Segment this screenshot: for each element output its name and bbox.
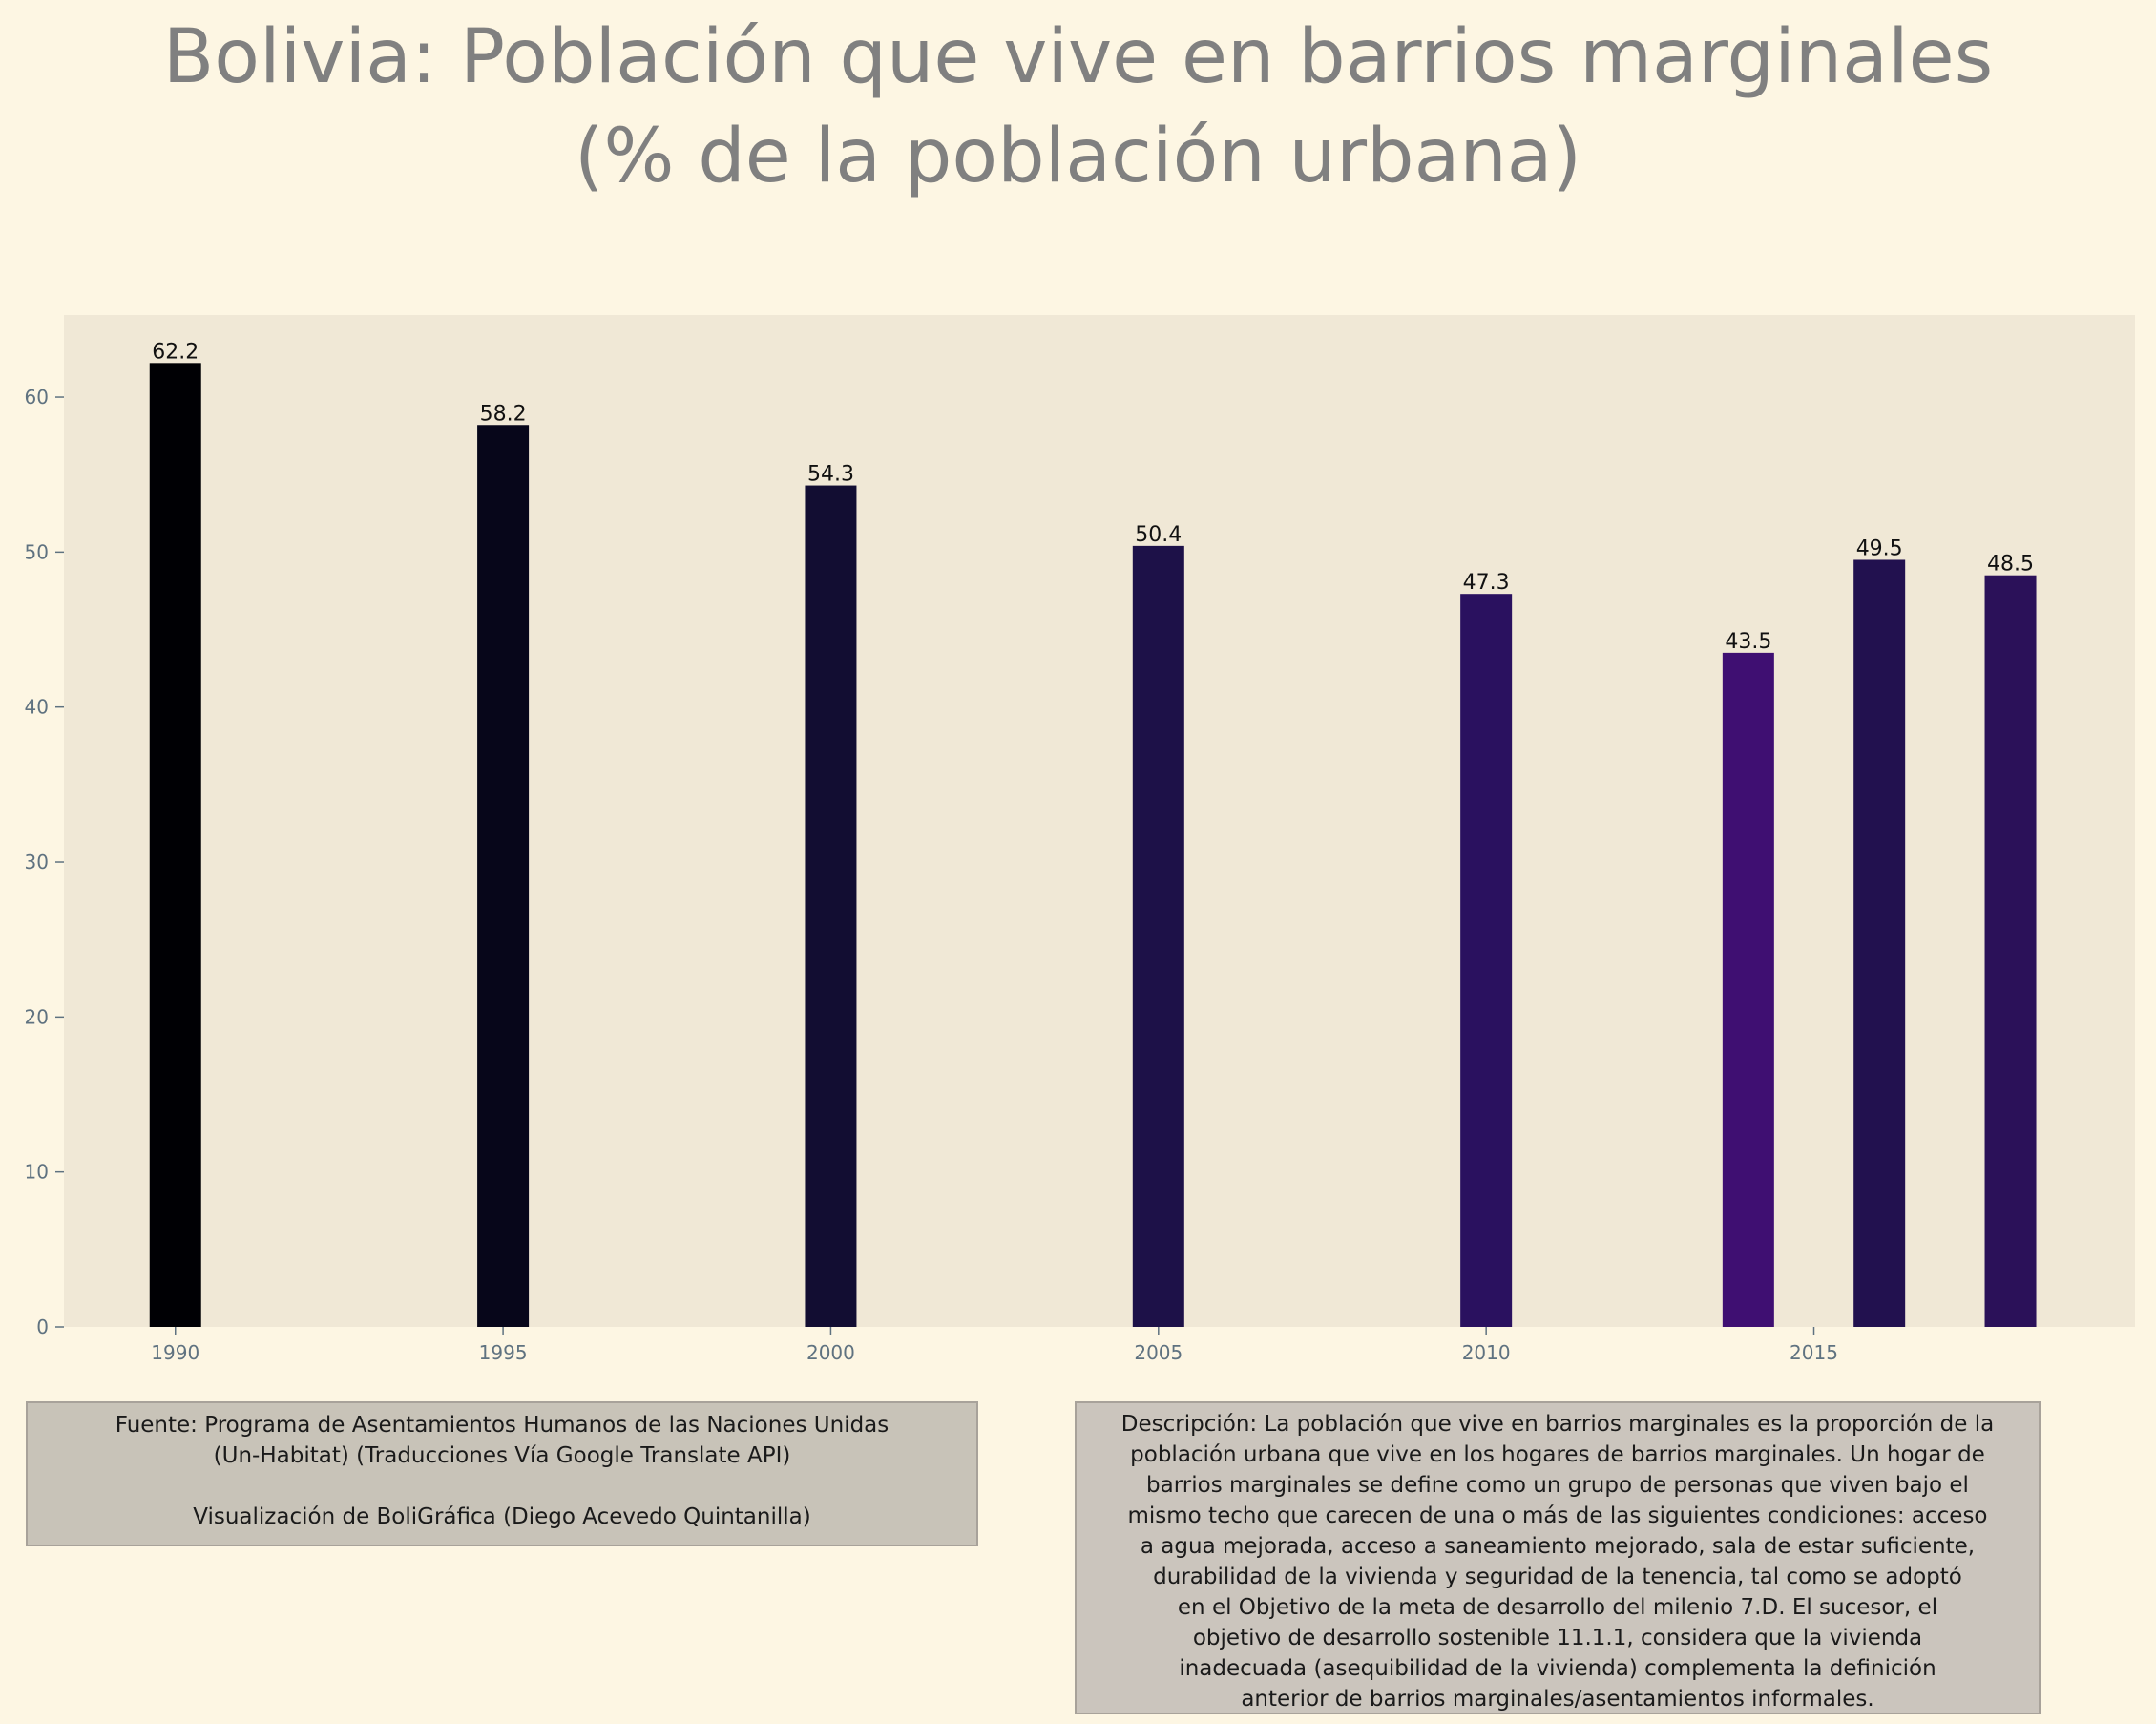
x-tick-label: 2000 <box>806 1341 855 1364</box>
x-tick-label: 1990 <box>151 1341 199 1364</box>
y-tick-label: 50 <box>25 540 49 563</box>
y-tick-label: 40 <box>25 696 49 719</box>
y-tick-label: 30 <box>25 851 49 873</box>
bar <box>1460 594 1513 1327</box>
chart-title: Bolivia: Población que vive en barrios m… <box>0 8 2156 206</box>
bar <box>1853 559 1906 1327</box>
description-line: barrios marginales se define como un gru… <box>1146 1473 1969 1498</box>
source-line-1: Fuente: Programa de Asentamientos Humano… <box>115 1413 890 1438</box>
y-tick-label: 10 <box>25 1161 49 1184</box>
chart-title-line-1: Bolivia: Población que vive en barrios m… <box>162 14 1994 100</box>
x-tick-label: 2005 <box>1134 1341 1183 1364</box>
bar-value-label: 58.2 <box>480 402 527 426</box>
bar-value-label: 62.2 <box>152 340 199 364</box>
source-line-2: (Un-Habitat) (Traducciones Vía Google Tr… <box>213 1443 791 1468</box>
bar <box>1132 545 1184 1327</box>
description-line: Descripción: La población que vive en ba… <box>1120 1412 1995 1437</box>
bar <box>477 425 530 1327</box>
bar <box>1984 575 2037 1327</box>
description-line: mismo techo que carecen de una o más de … <box>1127 1503 1988 1528</box>
x-tick-label: 2015 <box>1790 1341 1838 1364</box>
x-tick-label: 2010 <box>1462 1341 1511 1364</box>
y-tick-label: 60 <box>25 386 49 409</box>
bar-chart: 62.2 58.2 54.3 50.4 47.3 43.5 49.5 48.5 0 10 20 30… <box>25 315 2135 1364</box>
bar <box>805 485 857 1327</box>
description-box: Descripción: La población que vive en ba… <box>1075 1401 2041 1714</box>
bar <box>149 363 201 1327</box>
description-line: durabilidad de la vivienda y seguridad d… <box>1153 1565 1962 1589</box>
source-line-3: Visualización de BoliGráfica (Diego Acev… <box>193 1504 811 1529</box>
description-line: inadecuada (asequibilidad de la vivienda… <box>1179 1656 1936 1681</box>
bar-value-label: 43.5 <box>1725 630 1771 654</box>
y-tick-label: 20 <box>25 1005 49 1028</box>
plot-area <box>64 315 2135 1327</box>
bar <box>1722 652 1774 1327</box>
bar-value-label: 49.5 <box>1856 536 1903 560</box>
bar-value-label: 47.3 <box>1463 571 1510 595</box>
y-tick-label: 0 <box>36 1315 49 1338</box>
source-box: Fuente: Programa de Asentamientos Humano… <box>26 1401 978 1546</box>
bar-value-label: 54.3 <box>807 463 854 487</box>
description-line: anterior de barrios marginales/asentamie… <box>1241 1687 1874 1712</box>
bar-value-label: 48.5 <box>1987 553 2034 577</box>
description-line: a agua mejorada, acceso a saneamiento me… <box>1140 1534 1976 1559</box>
description-line: objetivo de desarrollo sostenible 11.1.1… <box>1192 1626 1923 1650</box>
description-line: en el Objetivo de la meta de desarrollo … <box>1177 1595 1938 1620</box>
chart-title-line-2: (% de la población urbana) <box>574 114 1582 200</box>
bar-value-label: 50.4 <box>1135 523 1182 547</box>
description-line: población urbana que vive en los hogares… <box>1130 1442 1985 1467</box>
x-tick-label: 1995 <box>479 1341 528 1364</box>
